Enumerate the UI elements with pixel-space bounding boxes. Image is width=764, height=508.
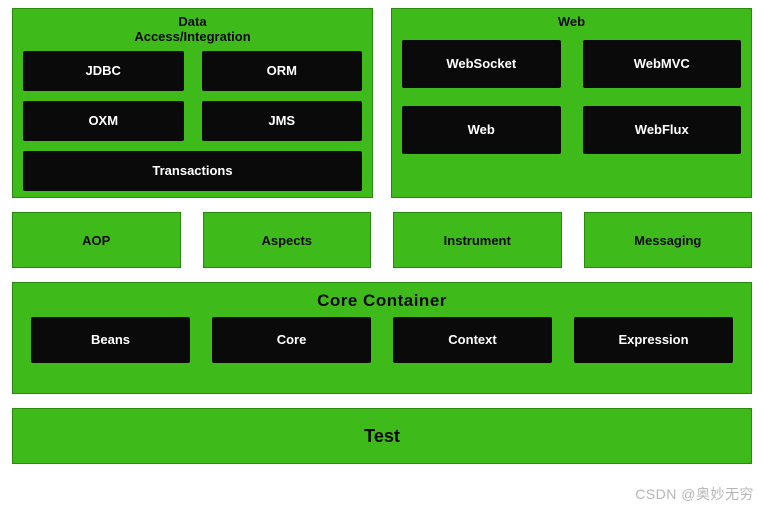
data-access-grid: JDBC ORM OXM JMS Transactions: [23, 51, 362, 191]
data-access-panel: Data Access/Integration JDBC ORM OXM JMS…: [12, 8, 373, 198]
module-transactions: Transactions: [23, 151, 362, 191]
top-row: Data Access/Integration JDBC ORM OXM JMS…: [12, 8, 752, 198]
module-webflux: WebFlux: [583, 106, 742, 154]
module-context: Context: [393, 317, 552, 363]
title-line: Data: [178, 14, 206, 29]
module-aop: AOP: [12, 212, 181, 268]
module-websocket: WebSocket: [402, 40, 561, 88]
module-aspects: Aspects: [203, 212, 372, 268]
core-container-panel: Core Container Beans Core Context Expres…: [12, 282, 752, 394]
module-web: Web: [402, 106, 561, 154]
module-expression: Expression: [574, 317, 733, 363]
core-container-title: Core Container: [317, 291, 447, 311]
web-grid: WebSocket WebMVC Web WebFlux: [402, 40, 741, 154]
module-instrument: Instrument: [393, 212, 562, 268]
data-access-title: Data Access/Integration: [134, 15, 250, 45]
module-webmvc: WebMVC: [583, 40, 742, 88]
module-core: Core: [212, 317, 371, 363]
web-title: Web: [558, 15, 585, 30]
web-panel: Web WebSocket WebMVC Web WebFlux: [391, 8, 752, 198]
module-messaging: Messaging: [584, 212, 753, 268]
core-grid: Beans Core Context Expression: [31, 317, 733, 363]
watermark: CSDN @奥妙无穷: [635, 484, 754, 504]
module-jms: JMS: [202, 101, 363, 141]
mid-row: AOP Aspects Instrument Messaging: [12, 212, 752, 268]
title-line: Access/Integration: [134, 29, 250, 44]
module-beans: Beans: [31, 317, 190, 363]
module-jdbc: JDBC: [23, 51, 184, 91]
module-test: Test: [12, 408, 752, 464]
module-oxm: OXM: [23, 101, 184, 141]
module-orm: ORM: [202, 51, 363, 91]
